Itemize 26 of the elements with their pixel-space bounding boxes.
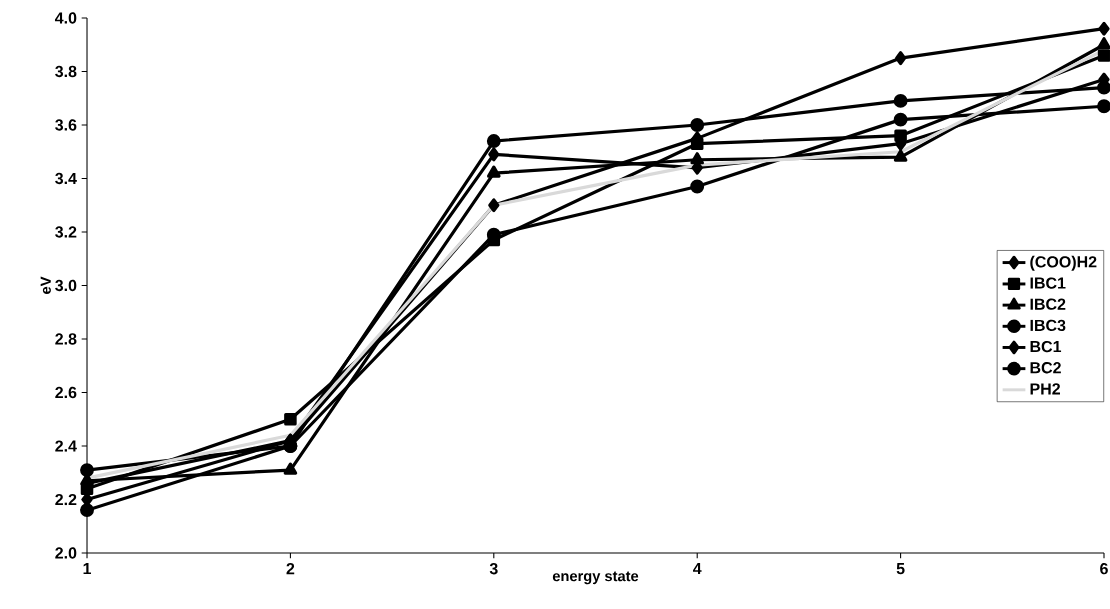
x-tick-label: 2 bbox=[286, 563, 295, 575]
legend-label: BC2 bbox=[1030, 362, 1061, 374]
x-tick-label: 6 bbox=[1100, 563, 1108, 575]
y-axis-title: eV bbox=[40, 276, 51, 294]
legend-label: BC1 bbox=[1030, 340, 1062, 353]
y-tick-label: 3.2 bbox=[55, 226, 77, 238]
legend-label: IBC1 bbox=[1030, 277, 1066, 289]
x-tick-label: 4 bbox=[693, 563, 702, 575]
legend-label: IBC3 bbox=[1030, 319, 1066, 332]
y-tick-label: 2.0 bbox=[55, 547, 77, 559]
legend-label: (COO)H2 bbox=[1030, 255, 1097, 271]
y-tick-label: 2.8 bbox=[55, 333, 77, 345]
y-tick-label: 3.0 bbox=[55, 279, 77, 292]
x-tick-label: 5 bbox=[896, 563, 905, 575]
y-tick-label: 2.4 bbox=[55, 440, 77, 452]
y-tick-label: 2.6 bbox=[55, 386, 77, 399]
y-tick-label: 4.0 bbox=[54, 12, 77, 24]
y-tick-label: 3.4 bbox=[55, 172, 77, 185]
y-tick-label: 2.2 bbox=[55, 493, 77, 506]
legend-label: IBC2 bbox=[1030, 298, 1066, 310]
legend-label: PH2 bbox=[1030, 383, 1060, 395]
y-tick-label: 3.8 bbox=[55, 65, 77, 78]
y-tick-label: 3.6 bbox=[55, 119, 77, 131]
x-tick-label: 1 bbox=[83, 563, 92, 575]
x-tick-label: 3 bbox=[489, 563, 498, 575]
x-axis-title: energy state bbox=[552, 571, 639, 585]
